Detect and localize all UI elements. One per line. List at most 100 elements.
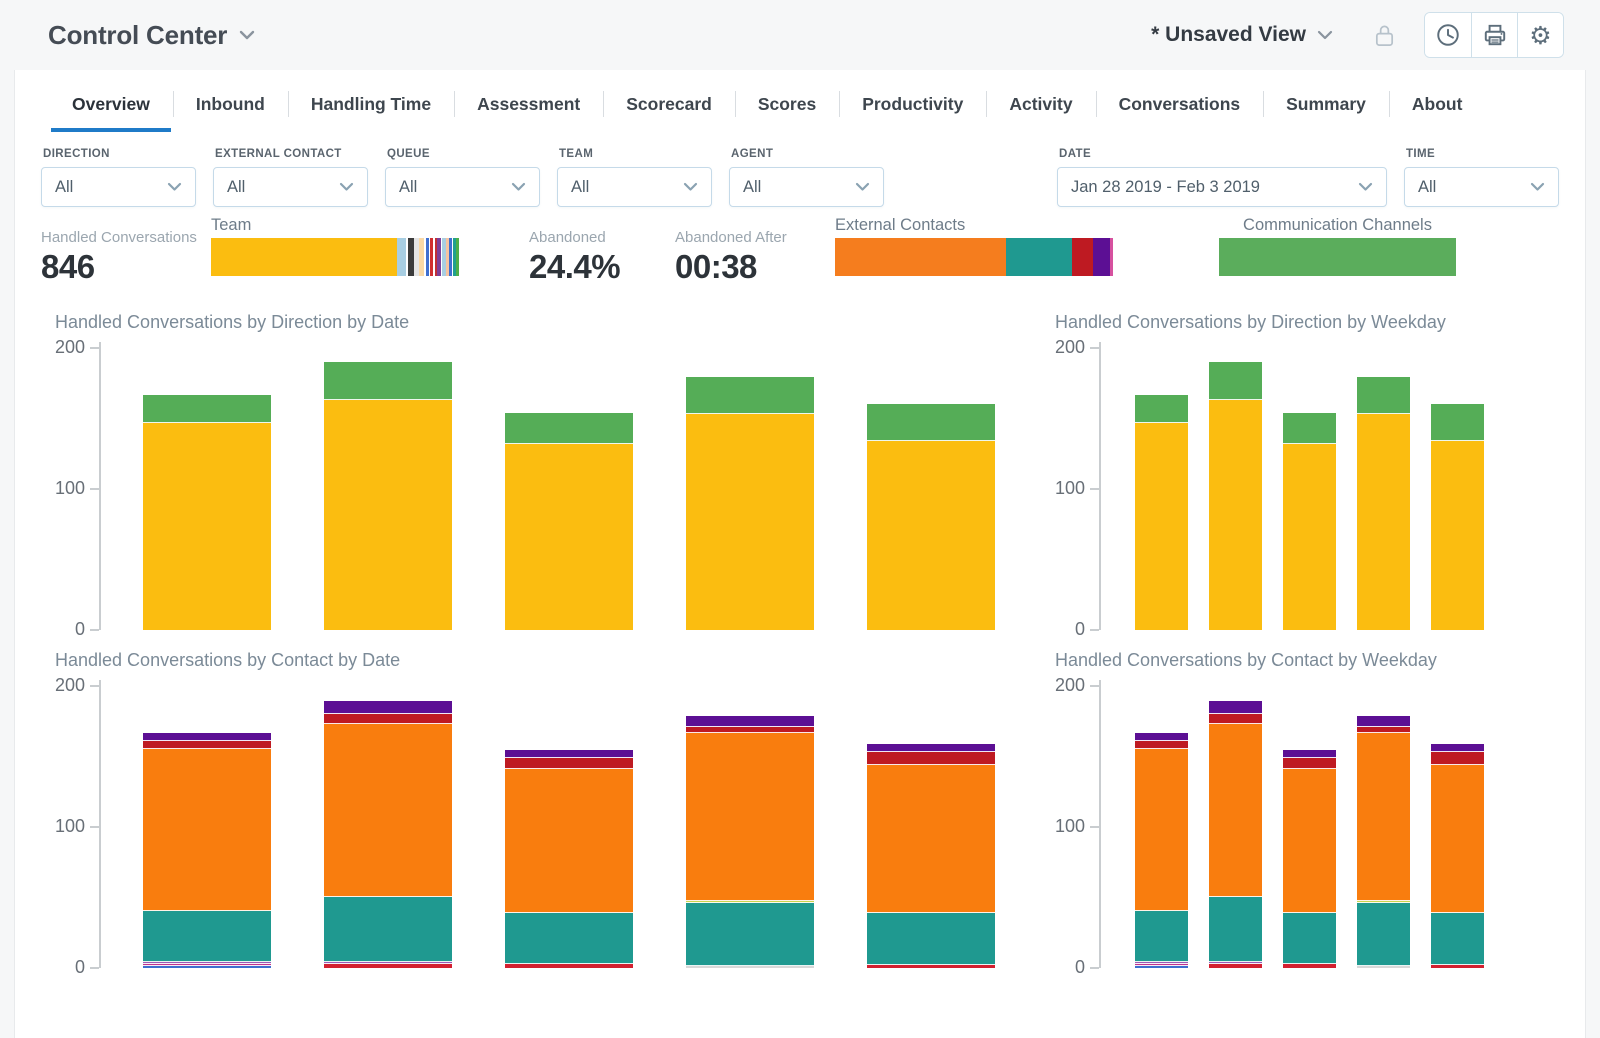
kpi-bar-segment[interactable] <box>1093 238 1110 276</box>
bar-segment[interactable] <box>505 758 633 769</box>
external-contacts-bar[interactable] <box>835 238 1113 276</box>
bar-segment[interactable] <box>1357 901 1410 903</box>
bar-segment[interactable] <box>686 414 814 630</box>
bar-segment[interactable] <box>1357 377 1410 414</box>
kpi-bar-segment[interactable] <box>428 238 431 276</box>
filter-agent-select[interactable]: All <box>729 167 884 207</box>
bar-segment[interactable] <box>686 727 814 733</box>
bar-segment[interactable] <box>867 744 995 752</box>
bar-segment[interactable] <box>1283 413 1336 444</box>
bar-segment[interactable] <box>1135 395 1188 423</box>
filter-team-select[interactable]: All <box>557 167 712 207</box>
kpi-bar-segment[interactable] <box>456 238 459 276</box>
kpi-bar-segment[interactable] <box>449 238 452 276</box>
kpi-bar-segment[interactable] <box>425 238 429 276</box>
bar-segment[interactable] <box>505 913 633 964</box>
bar-segment[interactable] <box>324 714 452 724</box>
bar-segment[interactable] <box>324 964 452 968</box>
tab-summary[interactable]: Summary <box>1263 76 1389 132</box>
bar-segment[interactable] <box>867 765 995 913</box>
filter-date-select[interactable]: Jan 28 2019 - Feb 3 2019 <box>1057 167 1387 207</box>
bar-segment[interactable] <box>1209 897 1262 962</box>
bar-segment[interactable] <box>324 701 452 714</box>
bar-segment[interactable] <box>324 362 452 400</box>
kpi-bar-segment[interactable] <box>432 238 435 276</box>
tab-overview[interactable]: Overview <box>49 76 173 132</box>
kpi-bar-segment[interactable] <box>408 238 415 276</box>
bar-segment[interactable] <box>143 395 271 423</box>
bar-segment[interactable] <box>686 377 814 414</box>
kpi-bar-segment[interactable] <box>1109 238 1113 276</box>
bar-segment[interactable] <box>1283 444 1336 630</box>
kpi-bar-segment[interactable] <box>434 238 438 276</box>
bar-segment[interactable] <box>1283 913 1336 964</box>
bar-segment[interactable] <box>505 750 633 758</box>
tab-conversations[interactable]: Conversations <box>1095 76 1264 132</box>
bar-segment[interactable] <box>1135 964 1188 966</box>
kpi-bar-segment[interactable] <box>451 238 454 276</box>
bar-segment[interactable] <box>324 724 452 897</box>
kpi-bar-segment[interactable] <box>445 238 450 276</box>
bar-segment[interactable] <box>1357 727 1410 733</box>
print-button[interactable] <box>1471 13 1517 57</box>
bar-segment[interactable] <box>867 913 995 965</box>
tab-productivity[interactable]: Productivity <box>839 76 986 132</box>
bar-segment[interactable] <box>1135 962 1188 964</box>
bar-segment[interactable] <box>1431 752 1484 765</box>
bar-segment[interactable] <box>1209 701 1262 714</box>
kpi-bar-segment[interactable] <box>1072 238 1094 276</box>
filter-direction-select[interactable]: All <box>41 167 196 207</box>
bar-segment[interactable] <box>686 966 814 968</box>
bar-segment[interactable] <box>143 741 271 749</box>
kpi-bar-segment[interactable] <box>835 238 1007 276</box>
bar-segment[interactable] <box>143 966 271 968</box>
bar-segment[interactable] <box>867 441 995 630</box>
bar-segment[interactable] <box>1431 913 1484 965</box>
kpi-bar-segment[interactable] <box>211 238 397 276</box>
filter-time-select[interactable]: All <box>1404 167 1559 207</box>
tab-inbound[interactable]: Inbound <box>172 76 288 132</box>
bar-segment[interactable] <box>143 964 271 966</box>
bar-segment[interactable] <box>1283 769 1336 913</box>
bar-segment[interactable] <box>143 911 271 962</box>
tab-assessment[interactable]: Assessment <box>454 76 603 132</box>
settings-button[interactable]: ⚙ <box>1517 13 1563 57</box>
tab-scorecard[interactable]: Scorecard <box>603 76 735 132</box>
bar-segment[interactable] <box>143 423 271 630</box>
kpi-bar-segment[interactable] <box>405 238 409 276</box>
tab-activity[interactable]: Activity <box>986 76 1095 132</box>
bar-segment[interactable] <box>1283 750 1336 758</box>
lock-icon[interactable] <box>1373 22 1396 49</box>
bar-segment[interactable] <box>1357 903 1410 966</box>
bar-segment[interactable] <box>1431 744 1484 752</box>
bar-segment[interactable] <box>1209 962 1262 964</box>
bar-segment[interactable] <box>1209 362 1262 400</box>
bar-segment[interactable] <box>1135 423 1188 630</box>
tab-scores[interactable]: Scores <box>734 76 839 132</box>
bar-segment[interactable] <box>1357 966 1410 968</box>
kpi-bar-segment[interactable] <box>442 238 446 276</box>
kpi-bar-segment[interactable] <box>424 238 426 276</box>
bar-segment[interactable] <box>1357 414 1410 630</box>
communication-channels-bar[interactable] <box>1219 238 1456 276</box>
bar-segment[interactable] <box>1431 965 1484 968</box>
filter-external-contact-select[interactable]: All <box>213 167 368 207</box>
bar-segment[interactable] <box>1209 714 1262 724</box>
bar-segment[interactable] <box>867 965 995 968</box>
history-button[interactable] <box>1425 13 1471 57</box>
kpi-bar-segment[interactable] <box>414 238 419 276</box>
kpi-bar-segment[interactable] <box>1219 238 1456 276</box>
kpi-bar-segment[interactable] <box>453 238 457 276</box>
bar-segment[interactable] <box>505 444 633 630</box>
bar-segment[interactable] <box>867 752 995 765</box>
bar-segment[interactable] <box>1209 964 1262 968</box>
bar-segment[interactable] <box>143 749 271 911</box>
bar-segment[interactable] <box>143 962 271 964</box>
bar-segment[interactable] <box>1209 400 1262 630</box>
team-distribution-bar[interactable] <box>211 238 459 276</box>
bar-segment[interactable] <box>1135 966 1188 968</box>
bar-segment[interactable] <box>1135 911 1188 962</box>
bar-segment[interactable] <box>1283 758 1336 769</box>
bar-segment[interactable] <box>143 733 271 741</box>
bar-segment[interactable] <box>324 962 452 964</box>
